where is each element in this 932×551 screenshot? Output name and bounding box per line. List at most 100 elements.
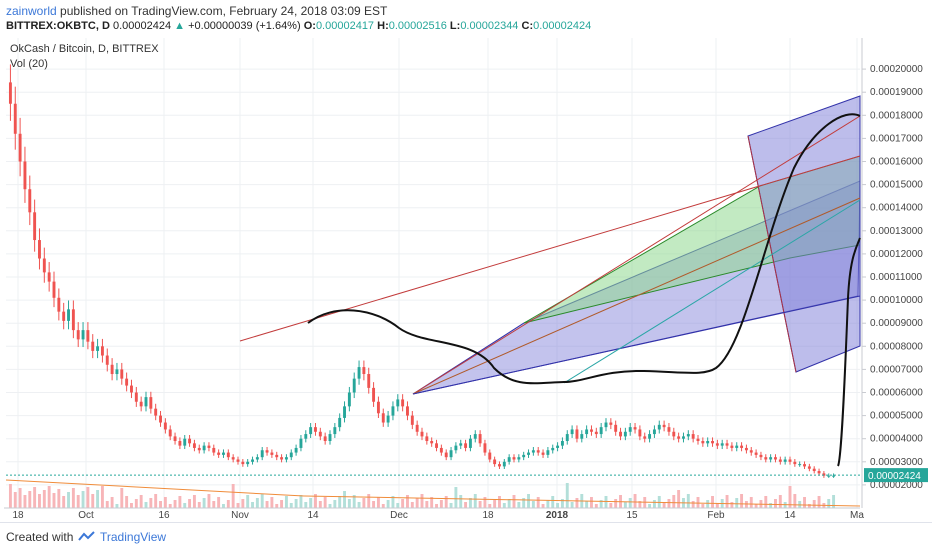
price-axis[interactable]: 0.00002000 0.00003000 0.00004000 0.00005000…: [6, 38, 928, 508]
volume-bar: [231, 484, 235, 508]
volume-bar: [522, 498, 526, 508]
volume-bar: [23, 495, 27, 508]
candle-body: [623, 431, 627, 437]
candle-body: [778, 459, 782, 462]
volume-bar: [260, 494, 264, 508]
candle-body: [667, 427, 671, 432]
volume-bar: [401, 499, 405, 508]
volume-bar: [769, 503, 773, 508]
candle-body: [154, 408, 158, 416]
volume-bar: [144, 502, 148, 508]
publish-line: zainworld published on TradingView.com, …: [6, 4, 387, 18]
candle-body: [817, 471, 821, 474]
candle-body: [352, 378, 356, 393]
candle-body: [115, 369, 119, 375]
candle-body: [507, 457, 511, 462]
volume-bar: [507, 499, 511, 508]
candle-body: [657, 424, 661, 430]
candle-body: [459, 443, 463, 446]
volume-bar: [163, 497, 167, 508]
candle-body: [706, 441, 710, 444]
candle-body: [807, 466, 811, 469]
volume-bar: [541, 504, 545, 508]
candle-body: [488, 452, 492, 460]
volume-bar: [667, 499, 671, 508]
y-tick-label: 0.00015000: [870, 180, 923, 191]
volume-bar: [604, 496, 608, 508]
x-tick-label: 2018: [546, 510, 569, 521]
volume-bar: [314, 494, 317, 508]
volume-bar: [192, 495, 196, 508]
time-axis[interactable]: 18 Oct 16 Nov 14 Dec 18 2018 15 Feb 14 Ma: [4, 507, 864, 521]
candle-body: [715, 443, 719, 446]
candle-body: [648, 434, 652, 439]
author-link[interactable]: zainworld: [6, 4, 57, 18]
volume-bar: [560, 499, 564, 508]
volume-bar: [38, 494, 41, 508]
volume-bar: [47, 486, 51, 508]
candle-body: [52, 281, 56, 298]
x-tick-label: Feb: [707, 510, 725, 521]
open-value: 0.00002417: [315, 20, 375, 32]
volume-bar: [289, 503, 293, 508]
candle-body: [570, 429, 574, 435]
volume-bar: [439, 500, 443, 508]
volume-bar: [556, 503, 560, 508]
y-tick-label: 0.00002000: [870, 480, 923, 491]
y-tick-label: 0.00003000: [870, 457, 923, 468]
candle-body: [580, 434, 584, 439]
volume-bar: [662, 503, 666, 508]
tradingview-brand[interactable]: TradingView: [100, 530, 167, 544]
volume-bar: [352, 495, 356, 508]
candle-body: [304, 434, 308, 439]
volume-bar: [686, 494, 690, 508]
volume-bar: [565, 483, 569, 508]
candle-body: [323, 436, 327, 442]
candle-body: [226, 452, 230, 458]
candle-body: [372, 387, 376, 402]
candle-body: [318, 431, 322, 437]
x-tick-label: Dec: [390, 510, 408, 521]
price-chart[interactable]: 0.00002000 0.00003000 0.00004000 0.00005000…: [4, 38, 930, 522]
volume-bar: [236, 503, 240, 508]
candle-body: [8, 82, 12, 104]
volume-bar: [614, 499, 618, 508]
y-tick-label: 0.00011000: [870, 272, 923, 283]
volume-bar: [793, 494, 797, 508]
volume-bar: [827, 499, 831, 508]
volume-bar: [294, 499, 298, 508]
candle-body: [686, 434, 690, 437]
volume-bar: [585, 501, 589, 508]
volume-bar: [527, 494, 530, 508]
candle-body: [464, 443, 468, 448]
low-value: 0.00002344: [460, 20, 519, 32]
chart-area[interactable]: 0.00002000 0.00003000 0.00004000 0.00005000…: [4, 38, 930, 522]
volume-bar: [483, 497, 487, 508]
volume-bar: [633, 494, 637, 508]
volume-bar: [130, 503, 133, 508]
chart-background: [4, 38, 930, 522]
footer: Created with TradingView: [0, 522, 932, 551]
volume-bar: [284, 496, 288, 508]
volume-bar: [420, 494, 424, 508]
candle-body: [362, 367, 366, 375]
volume-bar: [502, 503, 506, 508]
volume-bar: [197, 502, 201, 508]
volume-bar: [735, 498, 739, 508]
volume-bar: [338, 496, 342, 508]
candle-body: [798, 464, 802, 466]
volume-bar: [488, 504, 492, 508]
y-tick-label: 0.00018000: [870, 110, 923, 121]
volume-bar: [546, 500, 550, 508]
candle-body: [774, 457, 777, 460]
volume-bar: [57, 489, 61, 508]
volume-bar: [473, 494, 477, 508]
candle-body: [502, 461, 506, 467]
candle-body: [173, 436, 177, 442]
candle-body: [449, 450, 453, 458]
candle-body: [788, 459, 792, 462]
candle-body: [556, 445, 560, 448]
candle-body: [735, 445, 739, 448]
candle-body: [827, 475, 831, 477]
volume-bar: [246, 495, 250, 508]
